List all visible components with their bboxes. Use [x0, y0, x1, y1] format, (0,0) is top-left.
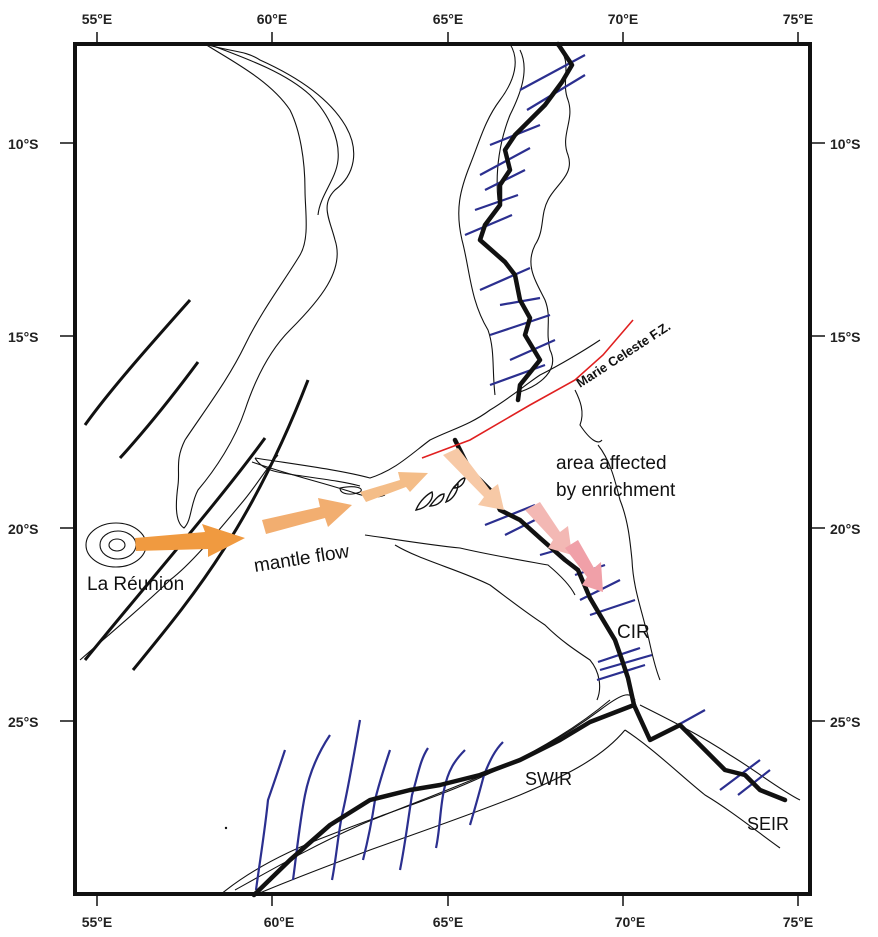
lat-label-left-10: 10°S — [8, 136, 39, 152]
enrichment-arrow-3 — [565, 540, 603, 592]
label-area-affected: area affected — [556, 453, 667, 474]
bathymetry-contours — [79, 43, 801, 896]
lon-label-top-55: 55°E — [82, 11, 113, 27]
lat-label-right-10: 10°S — [830, 136, 861, 152]
enrichment-arrow-2 — [525, 502, 572, 555]
enrichment-arrows — [443, 448, 603, 592]
lat-label-left-15: 15°S — [8, 329, 39, 345]
label-mantle-flow: mantle flow — [252, 541, 350, 577]
lon-label-bottom-65: 65°E — [433, 914, 464, 930]
seamounts — [414, 477, 466, 511]
lon-label-bottom-70: 70°E — [615, 914, 646, 930]
label-by-enrichment: by enrichment — [556, 480, 676, 501]
label-cir: CIR — [617, 622, 650, 643]
label-la-reunion: La Réunion — [87, 574, 184, 595]
mantle-flow-arrows — [135, 472, 428, 557]
flow-arrow-1 — [135, 524, 245, 557]
lon-label-bottom-60: 60°E — [264, 914, 295, 930]
flow-arrow-2 — [262, 498, 352, 534]
lon-label-top-65: 65°E — [433, 11, 464, 27]
map-frame — [73, 42, 812, 896]
marie-celeste-fz-line — [421, 319, 634, 459]
ridge-axes — [251, 41, 788, 898]
lon-label-bottom-55: 55°E — [82, 914, 113, 930]
label-swir: SWIR — [525, 769, 572, 789]
flow-arrow-3 — [360, 472, 428, 502]
lat-label-right-20: 20°S — [830, 521, 861, 537]
lat-label-left-20: 20°S — [8, 521, 39, 537]
scarp-lines — [83, 299, 310, 671]
lat-label-left-25: 25°S — [8, 714, 39, 730]
survey-point-marker — [224, 826, 228, 830]
lon-label-top-60: 60°E — [257, 11, 288, 27]
tick-marks — [60, 32, 825, 906]
label-marie-celeste: Marie Celeste F.Z. — [573, 319, 673, 391]
enrichment-arrow-1 — [443, 448, 504, 510]
lat-label-right-15: 15°S — [830, 329, 861, 345]
label-seir: SEIR — [747, 814, 789, 834]
lon-label-top-70: 70°E — [608, 11, 639, 27]
lat-label-right-25: 25°S — [830, 714, 861, 730]
lon-label-top-75: 75°E — [783, 11, 814, 27]
lon-label-bottom-75: 75°E — [783, 914, 814, 930]
